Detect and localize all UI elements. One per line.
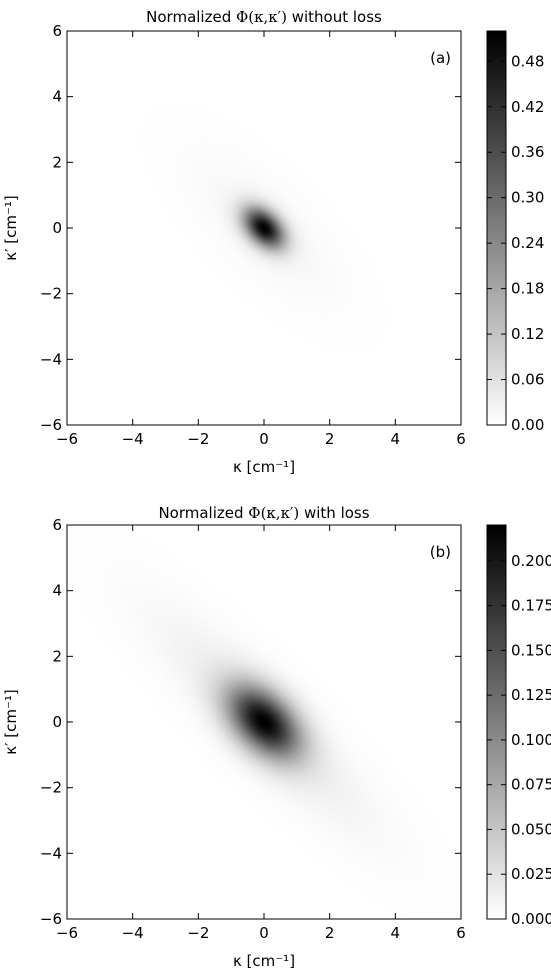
x-tick-label: −4 <box>122 430 144 448</box>
panel-label: (a) <box>430 49 451 67</box>
x-tick-label: 6 <box>456 924 466 942</box>
y-tick-label: 4 <box>52 582 62 600</box>
x-tick-label: −2 <box>187 430 209 448</box>
colorbar-tick-label: 0.100 <box>511 731 551 749</box>
y-tick-label: 6 <box>52 22 62 40</box>
y-tick-label: −2 <box>40 779 62 797</box>
colorbar-tick-label: 0.175 <box>511 597 551 615</box>
colorbar-tick-label: 0.075 <box>511 776 551 794</box>
y-tick-label: 0 <box>52 713 62 731</box>
colorbar-tick-label: 0.18 <box>511 280 544 298</box>
colorbar-tick-label: 0.200 <box>511 552 551 570</box>
heatmap-image <box>67 31 461 425</box>
heatmap-image <box>67 525 461 919</box>
y-tick-label: −2 <box>40 285 62 303</box>
x-tick-label: 2 <box>325 430 335 448</box>
y-tick-label: 6 <box>52 516 62 534</box>
x-tick-label: 4 <box>391 430 401 448</box>
colorbar-frame <box>486 524 507 920</box>
colorbar-tick-label: 0.150 <box>511 641 551 659</box>
y-tick-label: −6 <box>40 416 62 434</box>
x-tick-label: −6 <box>56 430 78 448</box>
colorbar-tick-label: 0.025 <box>511 865 551 883</box>
x-tick-label: 0 <box>259 924 269 942</box>
colorbar-gradient <box>487 31 506 425</box>
panel-label: (b) <box>430 543 451 561</box>
colorbar-tick-label: 0.125 <box>511 686 551 704</box>
colorbar-gradient <box>487 525 506 919</box>
colorbar-tick-label: 0.48 <box>511 52 544 70</box>
x-axis-label: κ [cm⁻¹] <box>233 952 295 970</box>
colorbar-tick-label: 0.30 <box>511 189 544 207</box>
x-tick-label: 6 <box>456 430 466 448</box>
x-tick-label: 4 <box>391 924 401 942</box>
colorbar-tick-label: 0.36 <box>511 143 544 161</box>
chart-title: Normalized Φ(κ,κ′) without loss <box>146 8 382 26</box>
y-tick-label: 2 <box>52 647 62 665</box>
x-axis-label: κ [cm⁻¹] <box>233 458 295 476</box>
panel-b: −6 −4 −2 0 2 4 6 −6 −4 −2 0 2 4 6 (b) Normalized Φ(κ,κ′… <box>2 504 551 970</box>
x-tick-label: −6 <box>56 924 78 942</box>
y-axis-label: κ′ [cm⁻¹] <box>2 195 20 261</box>
y-tick-label: 4 <box>52 88 62 106</box>
colorbar-tick-label: 0.12 <box>511 325 544 343</box>
y-axis-label: κ′ [cm⁻¹] <box>2 689 20 755</box>
colorbar-tick-label: 0.42 <box>511 98 544 116</box>
colorbar-frame <box>486 30 507 426</box>
y-tick-label: −4 <box>40 350 62 368</box>
colorbar-tick-label: 0.00 <box>511 416 544 434</box>
colorbar-tick-label: 0.24 <box>511 234 544 252</box>
y-tick-label: 2 <box>52 153 62 171</box>
y-tick-label: 0 <box>52 219 62 237</box>
x-tick-label: 0 <box>259 430 269 448</box>
x-tick-label: 2 <box>325 924 335 942</box>
panel-a: −6 −4 −2 0 2 4 6 −6 −4 −2 0 2 4 6 (a) Normalized Φ(κ,κ′… <box>2 8 544 476</box>
y-tick-label: −4 <box>40 844 62 862</box>
x-tick-label: −2 <box>187 924 209 942</box>
chart-title: Normalized Φ(κ,κ′) with loss <box>158 504 369 522</box>
x-tick-label: −4 <box>122 924 144 942</box>
colorbar-tick-label: 0.000 <box>511 910 551 928</box>
colorbar-tick-label: 0.050 <box>511 820 551 838</box>
y-tick-label: −6 <box>40 910 62 928</box>
colorbar-tick-label: 0.06 <box>511 371 544 389</box>
